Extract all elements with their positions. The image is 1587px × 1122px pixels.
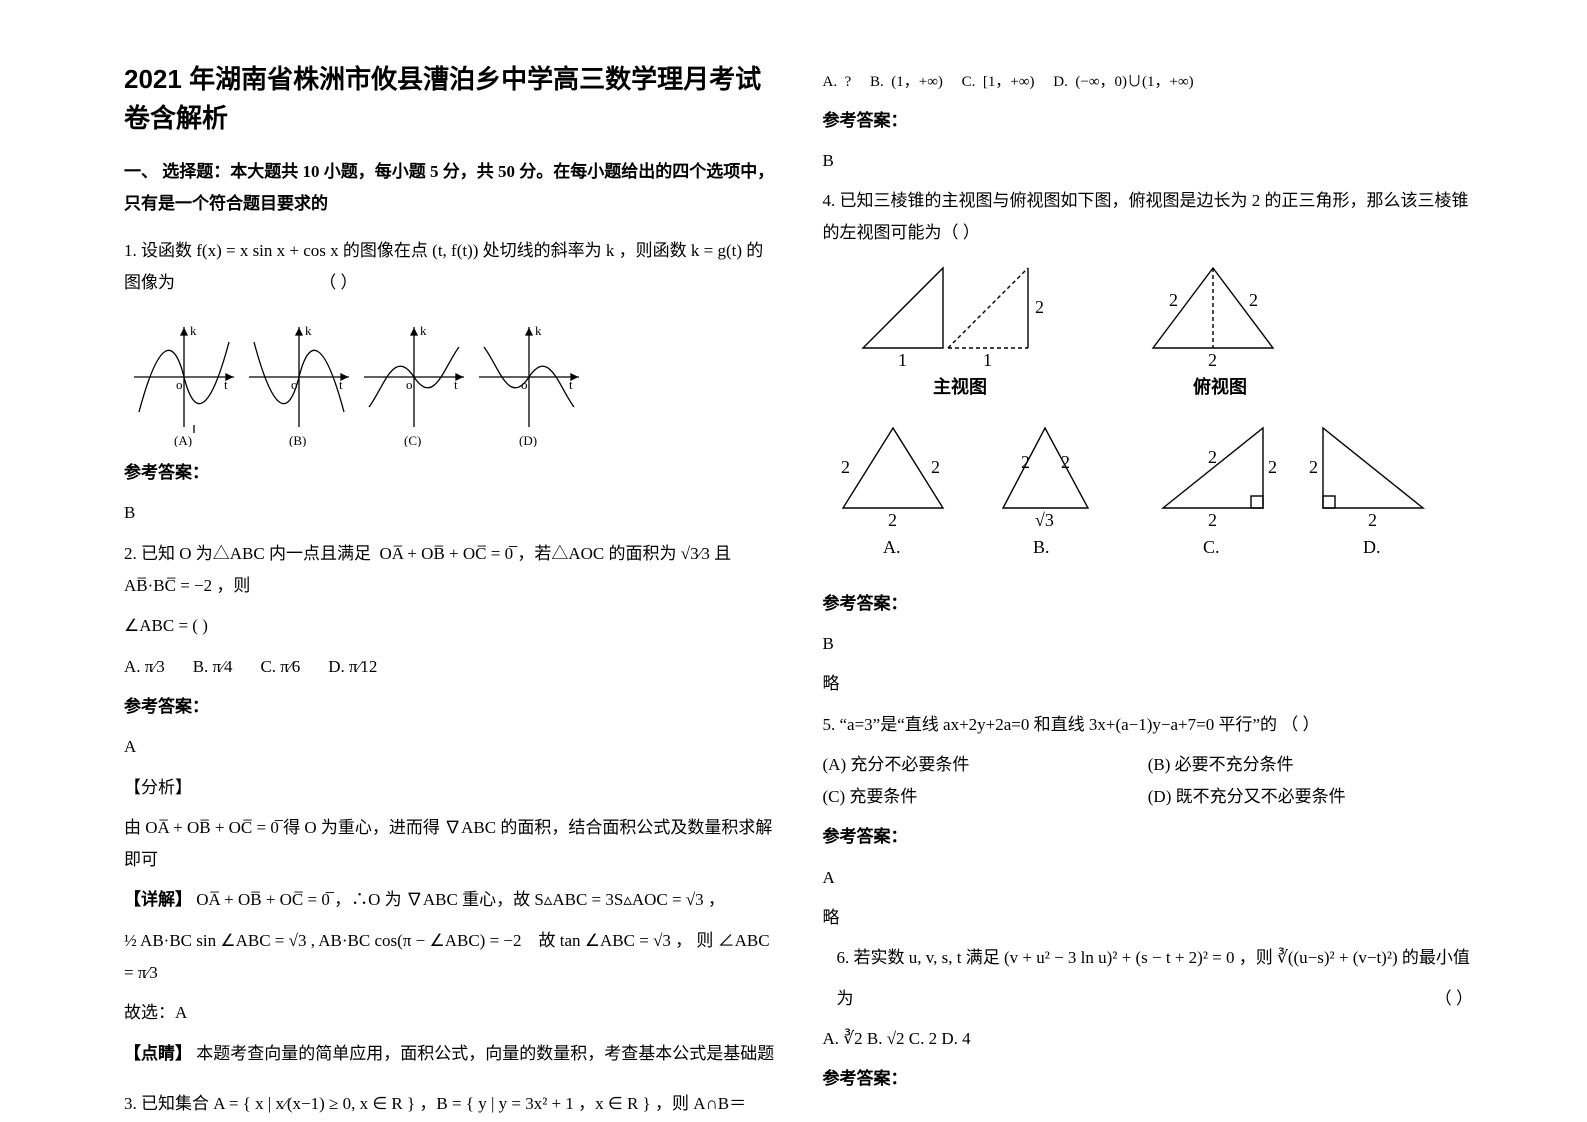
q5-text: 5. “a=3”是“直线 ax+2y+2a=0 和直线 3x+(a−1)y−a+… <box>823 709 1474 741</box>
q2-tip: 【点睛】 本题考查向量的简单应用，面积公式，向量的数量积，考查基本公式是基础题 <box>124 1038 775 1070</box>
q3-text: 3. 已知集合 A = { x | x⁄(x−1) ≥ 0, x ∈ R } ，… <box>124 1088 775 1120</box>
q1-text: 1. 设函数 f(x) = x sin x + cos x 的图像在点 (t, … <box>124 235 775 300</box>
q2-detail-label: 【详解】 <box>124 890 192 909</box>
page: 2021 年湖南省株洲市攸县漕泊乡中学高三数学理月考试卷含解析 一、 选择题：本… <box>0 0 1587 1122</box>
q2-detail: 【详解】 OA̅ + OB̅ + OC̅ = 0̅ ，∴O 为 ∇ABC 重心，… <box>124 884 775 916</box>
svg-text:1: 1 <box>898 350 907 370</box>
svg-text:C.: C. <box>1203 537 1220 557</box>
q2-detail-2: ½ AB·BC sin ∠ABC = √3 , AB·BC cos(π − ∠A… <box>124 925 775 990</box>
svg-text:k: k <box>190 323 197 338</box>
q5-opt-d: (D) 既不充分又不必要条件 <box>1148 781 1473 813</box>
svg-text:2: 2 <box>1368 510 1377 530</box>
q3-text-a: 3. 已知集合 <box>124 1094 209 1113</box>
q3-text-b: ，B = { y | y = 3x² + 1 ，x ∈ R } ，则 A∩B＝ <box>419 1094 746 1113</box>
svg-text:2: 2 <box>1035 297 1044 317</box>
q2-text: 2. 已知 O 为△ABC 内一点且满足 OA̅ + OB̅ + OC̅ = 0… <box>124 538 775 603</box>
q4-text: 4. 已知三棱锥的主视图与俯视图如下图，俯视图是边长为 2 的正三角形，那么该三… <box>823 185 1474 250</box>
svg-text:2: 2 <box>1249 290 1258 310</box>
svg-text:2: 2 <box>1208 447 1217 467</box>
right-column: A. ? B. (1，+∞) C. [1，+∞) D. (−∞，0)∪(1，+∞… <box>799 60 1498 1082</box>
svg-text:k: k <box>305 323 312 338</box>
svg-text:o: o <box>291 377 298 392</box>
svg-text:t: t <box>224 377 228 392</box>
svg-text:俯视图: 俯视图 <box>1193 376 1247 397</box>
svg-text:B.: B. <box>1033 537 1050 557</box>
q3-options: A. ? B. (1，+∞) C. [1，+∞) D. (−∞，0)∪(1，+∞… <box>823 68 1474 97</box>
q2-analysis-label: 【分析】 <box>124 772 775 804</box>
q5-opt-b: (B) 必要不充分条件 <box>1148 749 1473 781</box>
q2-pick: 故选：A <box>124 997 775 1029</box>
svg-text:(B): (B) <box>289 433 306 447</box>
q6-options: A. ∛2 B. √2 C. 2 D. 4 <box>823 1023 1474 1055</box>
svg-text:t: t <box>569 377 573 392</box>
q2-opt-b: B. π⁄4 <box>193 651 233 683</box>
svg-text:2: 2 <box>1208 350 1217 370</box>
q2-opt-a: A. π⁄3 <box>124 651 165 683</box>
q6-text-row2: 为 （ ） <box>823 983 1474 1015</box>
svg-text:t: t <box>454 377 458 392</box>
q3-answer: B <box>823 145 1474 177</box>
q4-answer-label: 参考答案： <box>823 588 1474 620</box>
svg-text:(D): (D) <box>519 433 537 447</box>
svg-text:2: 2 <box>1208 510 1217 530</box>
q2-tip-label: 【点睛】 <box>124 1044 192 1063</box>
svg-text:A.: A. <box>883 537 901 557</box>
svg-text:2: 2 <box>1021 452 1030 472</box>
svg-text:主视图: 主视图 <box>933 376 987 397</box>
q1-answer: B <box>124 497 775 529</box>
q1-body: 1. 设函数 f(x) = x sin x + cos x 的图像在点 (t, … <box>124 241 763 292</box>
q1-blank: （ ） <box>319 273 357 292</box>
svg-text:2: 2 <box>1268 457 1277 477</box>
q2-opt-d: D. π⁄12 <box>328 651 377 683</box>
svg-text:D.: D. <box>1363 537 1381 557</box>
svg-text:o: o <box>521 377 528 392</box>
q6-blank: （ ） <box>1435 983 1473 1015</box>
q2-tail: ∠ABC = ( ) <box>124 610 775 642</box>
left-column: 2021 年湖南省株洲市攸县漕泊乡中学高三数学理月考试卷含解析 一、 选择题：本… <box>100 60 799 1082</box>
section-1-heading: 一、 选择题：本大题共 10 小题，每小题 5 分，共 50 分。在每小题给出的… <box>124 156 775 221</box>
svg-text:2: 2 <box>841 457 850 477</box>
q1-answer-label: 参考答案： <box>124 457 775 489</box>
svg-text:2: 2 <box>1061 452 1070 472</box>
q3-answer-label: 参考答案： <box>823 105 1474 137</box>
svg-text:(C): (C) <box>404 433 421 447</box>
svg-text:k: k <box>420 323 427 338</box>
svg-text:o: o <box>176 377 183 392</box>
svg-text:2: 2 <box>931 457 940 477</box>
svg-text:2: 2 <box>888 510 897 530</box>
q5-answer-label: 参考答案： <box>823 821 1474 853</box>
svg-text:1: 1 <box>983 350 992 370</box>
q2-analysis-1: 由 OA̅ + OB̅ + OC̅ = 0̅ 得 O 为重心，进而得 ∇ABC … <box>124 812 775 877</box>
q2-detail-1: OA̅ + OB̅ + OC̅ = 0̅ ，∴O 为 ∇ABC 重心，故 S▵A… <box>196 890 725 909</box>
q6-answer-label: 参考答案： <box>823 1063 1474 1095</box>
q5-opts-row1: (A) 充分不必要条件 (B) 必要不充分条件 <box>823 749 1474 781</box>
q2-answer-label: 参考答案： <box>124 691 775 723</box>
q4-omitted: 略 <box>823 668 1474 700</box>
svg-text:(A): (A) <box>174 433 192 447</box>
q2-detail-2a: ½ AB·BC sin ∠ABC = √3 , AB·BC cos(π − ∠A… <box>124 931 522 950</box>
svg-text:t: t <box>339 377 343 392</box>
q6-text-a: 6. 若实数 u, v, s, t 满足 (v + u² − 3 ln u)² … <box>837 948 1470 967</box>
q5-opt-c: (C) 充要条件 <box>823 781 1148 813</box>
q2-answer: A <box>124 731 775 763</box>
svg-text:2: 2 <box>1169 290 1178 310</box>
svg-text:2: 2 <box>1309 457 1318 477</box>
q6-text-b: 为 <box>837 983 854 1015</box>
q2-options: A. π⁄3 B. π⁄4 C. π⁄6 D. π⁄12 <box>124 651 775 683</box>
q5-answer: A <box>823 862 1474 894</box>
q5-omitted: 略 <box>823 902 1474 934</box>
q6-text: 6. 若实数 u, v, s, t 满足 (v + u² − 3 ln u)² … <box>823 942 1474 974</box>
q3-set: A = { x | x⁄(x−1) ≥ 0, x ∈ R } <box>213 1094 415 1113</box>
q2-tip-text: 本题考查向量的简单应用，面积公式，向量的数量积，考查基本公式是基础题 <box>196 1044 774 1063</box>
exam-title: 2021 年湖南省株洲市攸县漕泊乡中学高三数学理月考试卷含解析 <box>124 60 775 138</box>
svg-text:o: o <box>406 377 413 392</box>
q2-opt-c: C. π⁄6 <box>260 651 300 683</box>
q5-opts-row2: (C) 充要条件 (D) 既不充分又不必要条件 <box>823 781 1474 813</box>
q4-answer: B <box>823 628 1474 660</box>
q5-opt-a: (A) 充分不必要条件 <box>823 749 1148 781</box>
svg-text:k: k <box>535 323 542 338</box>
svg-text:√3: √3 <box>1035 510 1054 530</box>
q4-views: 1 1 2 主视图 2 2 2 俯视图 <box>823 258 1474 578</box>
q1-graphs: o t k (A) o t <box>124 307 775 447</box>
